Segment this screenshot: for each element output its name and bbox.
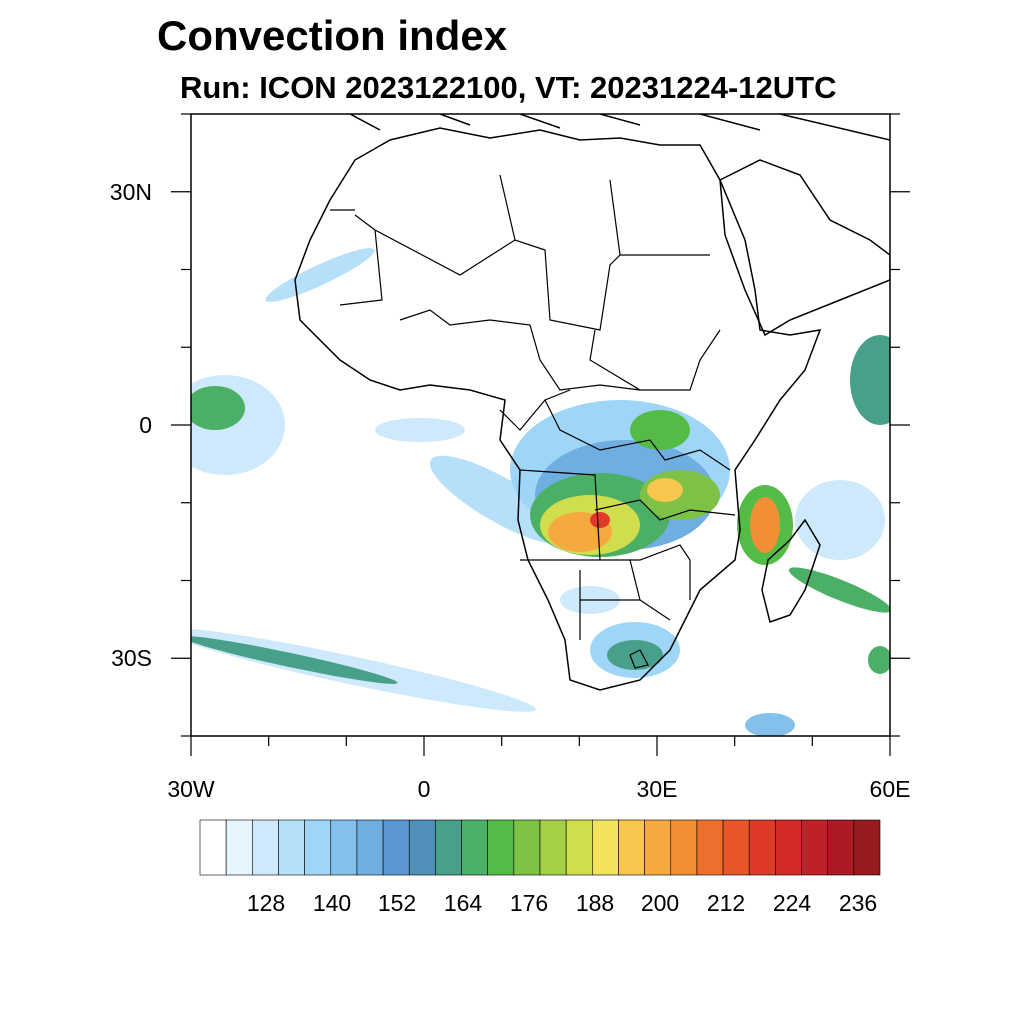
convection-blob <box>375 418 465 442</box>
convection-blob <box>745 713 795 736</box>
country-border <box>519 469 736 600</box>
colorbar-label: 212 <box>707 890 745 916</box>
colorbar-label: 236 <box>839 890 877 916</box>
colorbar-swatch <box>487 819 515 876</box>
country-border <box>499 389 731 471</box>
colorbar-swatch <box>801 819 828 876</box>
colorbar-swatch <box>827 819 855 876</box>
lon-tick-label-0: 0 <box>418 776 431 802</box>
colorbar <box>199 819 881 876</box>
colorbar-swatch <box>644 819 672 876</box>
country-borders <box>330 174 736 669</box>
colorbar-label: 188 <box>576 890 614 916</box>
convection-blob <box>590 512 610 528</box>
colorbar-swatch <box>748 819 776 876</box>
colorbar-label: 176 <box>510 890 548 916</box>
convection-blob <box>750 497 780 553</box>
country-border <box>330 174 710 331</box>
coastlines <box>294 114 890 691</box>
colorbar-swatch <box>225 819 253 876</box>
convection-blob <box>191 386 245 430</box>
convection-blob <box>630 410 690 450</box>
colorbar-swatch <box>592 819 619 876</box>
convection-blob <box>191 636 398 684</box>
chart-title: Convection index <box>157 12 508 59</box>
colorbar-label: 152 <box>378 890 416 916</box>
colorbar-swatch <box>461 819 488 876</box>
arabia-coastline <box>719 159 890 337</box>
convection-blob <box>850 335 890 425</box>
convection-blob <box>647 478 683 502</box>
convection-field <box>191 248 890 736</box>
africa-coastline <box>294 127 822 691</box>
chart-subtitle: Run: ICON 2023122100, VT: 20231224-12UTC <box>180 70 837 105</box>
lon-tick-label-60e: 60E <box>870 776 911 802</box>
madagascar-coastline <box>761 518 821 623</box>
colorbar-swatch <box>435 819 462 876</box>
colorbar-swatch <box>696 819 724 876</box>
convection-blob <box>788 567 890 613</box>
europe-coastline <box>349 114 890 141</box>
colorbar-swatch <box>853 819 881 876</box>
colorbar-swatch <box>670 819 698 876</box>
colorbar-swatch <box>408 819 436 876</box>
colorbar-swatch <box>382 819 410 876</box>
country-border <box>579 559 671 669</box>
lat-tick-label-0: 0 <box>139 412 152 438</box>
lat-tick-label-30n: 30N <box>110 179 152 205</box>
colorbar-label: 224 <box>773 890 812 916</box>
colorbar-swatch <box>539 819 567 876</box>
colorbar-swatch <box>722 819 750 876</box>
lon-tick-label-30e: 30E <box>637 776 678 802</box>
colorbar-swatch <box>199 819 227 876</box>
convection-blob <box>265 248 375 302</box>
colorbar-swatch <box>304 819 332 876</box>
colorbar-swatch <box>252 819 279 876</box>
colorbar-swatch <box>330 819 358 876</box>
colorbar-swatch <box>618 819 645 876</box>
country-border <box>399 309 721 391</box>
colorbar-label: 200 <box>641 890 679 916</box>
colorbar-swatch <box>356 819 384 876</box>
lon-tick-label-30w: 30W <box>167 776 215 802</box>
convection-blob <box>868 646 890 674</box>
colorbar-swatch <box>513 819 541 876</box>
lat-tick-label-30s: 30S <box>111 645 152 671</box>
colorbar-label: 140 <box>313 890 351 916</box>
convection-blob <box>795 480 885 560</box>
colorbar-label: 164 <box>444 890 483 916</box>
convection-blob <box>607 640 663 670</box>
colorbar-swatch <box>775 819 802 876</box>
colorbar-swatch <box>278 819 305 876</box>
axis-ticks <box>171 113 910 756</box>
colorbar-label: 128 <box>247 890 285 916</box>
colorbar-swatch <box>565 819 593 876</box>
